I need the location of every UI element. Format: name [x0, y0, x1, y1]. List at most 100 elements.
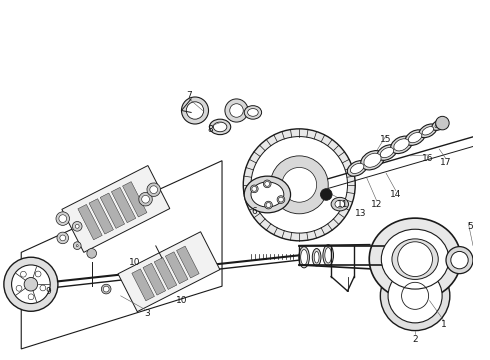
Ellipse shape	[247, 109, 258, 116]
Bar	[176, 246, 199, 278]
Ellipse shape	[213, 122, 227, 132]
Circle shape	[56, 212, 70, 225]
Circle shape	[451, 251, 468, 269]
Ellipse shape	[350, 163, 364, 174]
Bar	[111, 187, 136, 223]
Circle shape	[278, 197, 283, 202]
Bar	[154, 257, 177, 289]
Circle shape	[24, 278, 38, 291]
Ellipse shape	[361, 150, 384, 170]
Circle shape	[388, 269, 442, 323]
Text: 7: 7	[186, 91, 192, 100]
Text: 17: 17	[440, 158, 452, 167]
Ellipse shape	[394, 139, 409, 151]
Circle shape	[74, 242, 81, 249]
Circle shape	[12, 265, 50, 303]
Circle shape	[243, 129, 355, 241]
Circle shape	[59, 215, 67, 222]
Circle shape	[277, 196, 285, 203]
Ellipse shape	[405, 130, 425, 145]
Ellipse shape	[392, 239, 438, 279]
Circle shape	[436, 116, 449, 130]
Text: 2: 2	[412, 335, 418, 344]
Text: 10: 10	[129, 257, 141, 266]
Circle shape	[263, 180, 271, 188]
Text: 16: 16	[422, 154, 433, 163]
Text: 5: 5	[467, 222, 473, 231]
Text: 15: 15	[380, 135, 392, 144]
Ellipse shape	[377, 145, 397, 160]
Circle shape	[28, 294, 34, 300]
Circle shape	[103, 286, 109, 292]
Ellipse shape	[244, 176, 291, 213]
FancyBboxPatch shape	[118, 232, 220, 312]
Ellipse shape	[314, 251, 319, 263]
Bar	[100, 193, 124, 228]
Circle shape	[4, 257, 58, 311]
Ellipse shape	[312, 248, 321, 266]
Circle shape	[101, 284, 111, 294]
Circle shape	[76, 245, 78, 247]
Text: 9: 9	[46, 287, 51, 296]
Ellipse shape	[364, 153, 381, 167]
Circle shape	[186, 102, 204, 119]
Ellipse shape	[335, 200, 344, 208]
Circle shape	[265, 181, 270, 186]
Text: 6: 6	[251, 207, 257, 216]
Circle shape	[150, 186, 158, 194]
Circle shape	[265, 201, 272, 209]
Circle shape	[230, 104, 243, 117]
Circle shape	[225, 99, 248, 122]
Circle shape	[320, 189, 332, 200]
Text: 3: 3	[144, 309, 149, 318]
Circle shape	[21, 271, 26, 277]
Circle shape	[266, 203, 271, 207]
Ellipse shape	[299, 247, 309, 268]
Text: 10: 10	[176, 296, 187, 305]
Circle shape	[270, 156, 328, 214]
Ellipse shape	[323, 245, 334, 266]
Ellipse shape	[369, 218, 461, 300]
Ellipse shape	[435, 121, 444, 128]
Bar	[143, 263, 166, 295]
Ellipse shape	[422, 127, 434, 135]
Ellipse shape	[381, 229, 449, 289]
Ellipse shape	[380, 148, 393, 158]
Ellipse shape	[432, 118, 448, 130]
Circle shape	[251, 136, 347, 233]
Circle shape	[57, 232, 69, 244]
Bar	[89, 199, 113, 234]
Text: 11: 11	[337, 200, 348, 209]
Ellipse shape	[325, 248, 332, 263]
Ellipse shape	[301, 249, 307, 265]
Ellipse shape	[419, 124, 437, 138]
Circle shape	[282, 167, 317, 202]
Bar	[132, 269, 154, 301]
Ellipse shape	[210, 119, 231, 135]
Circle shape	[87, 248, 97, 258]
Circle shape	[147, 183, 160, 197]
Text: 14: 14	[390, 190, 401, 199]
Text: 1: 1	[441, 320, 447, 329]
Text: 13: 13	[355, 209, 367, 218]
Circle shape	[35, 271, 41, 277]
Ellipse shape	[409, 132, 422, 143]
Ellipse shape	[251, 182, 284, 207]
Circle shape	[40, 285, 46, 291]
Circle shape	[142, 195, 149, 203]
Text: 8: 8	[208, 125, 213, 134]
Ellipse shape	[391, 136, 413, 154]
Circle shape	[252, 186, 257, 191]
Bar	[78, 204, 102, 240]
Text: 12: 12	[371, 200, 382, 209]
Ellipse shape	[331, 197, 348, 211]
Circle shape	[181, 97, 209, 124]
Circle shape	[250, 185, 258, 193]
Circle shape	[75, 224, 79, 228]
Circle shape	[60, 235, 66, 241]
Circle shape	[16, 285, 22, 291]
Circle shape	[380, 261, 450, 330]
Bar	[165, 252, 188, 284]
FancyBboxPatch shape	[62, 166, 170, 252]
Circle shape	[446, 247, 473, 274]
